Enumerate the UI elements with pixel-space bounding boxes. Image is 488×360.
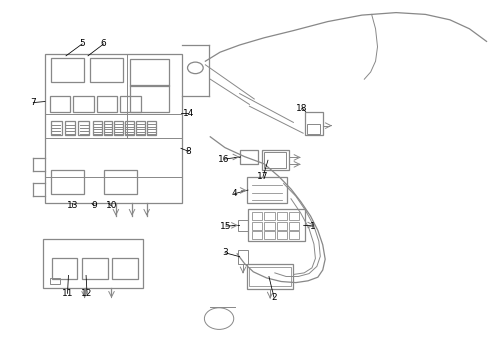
Bar (246, 177, 286, 203)
Bar (103, 170, 137, 194)
Bar (64, 121, 75, 135)
Bar (249, 267, 290, 286)
Text: 4: 4 (231, 189, 237, 198)
Bar (276, 231, 286, 239)
Text: 8: 8 (185, 147, 191, 156)
Text: 10: 10 (105, 202, 117, 210)
Text: 15: 15 (220, 222, 231, 231)
Bar (90, 58, 123, 82)
Bar (251, 212, 262, 220)
Bar (251, 231, 262, 239)
Text: 14: 14 (182, 109, 194, 118)
Bar (288, 231, 299, 239)
Bar (73, 96, 94, 112)
Text: 5: 5 (79, 40, 85, 49)
Bar (51, 170, 84, 194)
Text: 12: 12 (81, 289, 93, 298)
Bar (288, 222, 299, 230)
Bar (261, 150, 288, 170)
Text: 13: 13 (66, 202, 78, 210)
Bar (93, 121, 102, 135)
Text: 11: 11 (61, 289, 73, 298)
Text: 18: 18 (296, 104, 307, 112)
Bar (45, 54, 182, 203)
Bar (52, 258, 77, 279)
Bar (276, 212, 286, 220)
Bar (103, 121, 112, 135)
Bar (246, 264, 293, 289)
Bar (276, 222, 286, 230)
Text: 2: 2 (270, 292, 276, 302)
Text: 6: 6 (101, 40, 106, 49)
Bar (264, 153, 285, 168)
Bar (238, 220, 247, 231)
Text: 7: 7 (30, 98, 36, 107)
Bar (112, 258, 138, 279)
Bar (78, 121, 89, 135)
Bar (239, 150, 258, 164)
Bar (136, 121, 144, 135)
Text: 3: 3 (222, 248, 227, 257)
Bar (51, 121, 61, 135)
Text: 16: 16 (218, 154, 229, 163)
Text: 9: 9 (91, 202, 97, 210)
Bar (51, 58, 84, 82)
Bar (130, 85, 169, 112)
Bar (288, 212, 299, 220)
Bar (114, 121, 123, 135)
Bar (307, 125, 320, 134)
Bar (43, 239, 143, 288)
Bar (125, 121, 134, 135)
Bar (50, 96, 70, 112)
Bar (264, 231, 274, 239)
Bar (238, 250, 247, 264)
Bar (248, 209, 304, 241)
Bar (50, 278, 60, 284)
Bar (264, 222, 274, 230)
Bar (97, 96, 117, 112)
Bar (130, 59, 169, 86)
Bar (82, 258, 107, 279)
Text: 1: 1 (309, 222, 315, 231)
Text: 17: 17 (257, 172, 268, 181)
Bar (264, 212, 274, 220)
Bar (251, 222, 262, 230)
Bar (304, 112, 323, 135)
Bar (146, 121, 155, 135)
Bar (120, 96, 141, 112)
